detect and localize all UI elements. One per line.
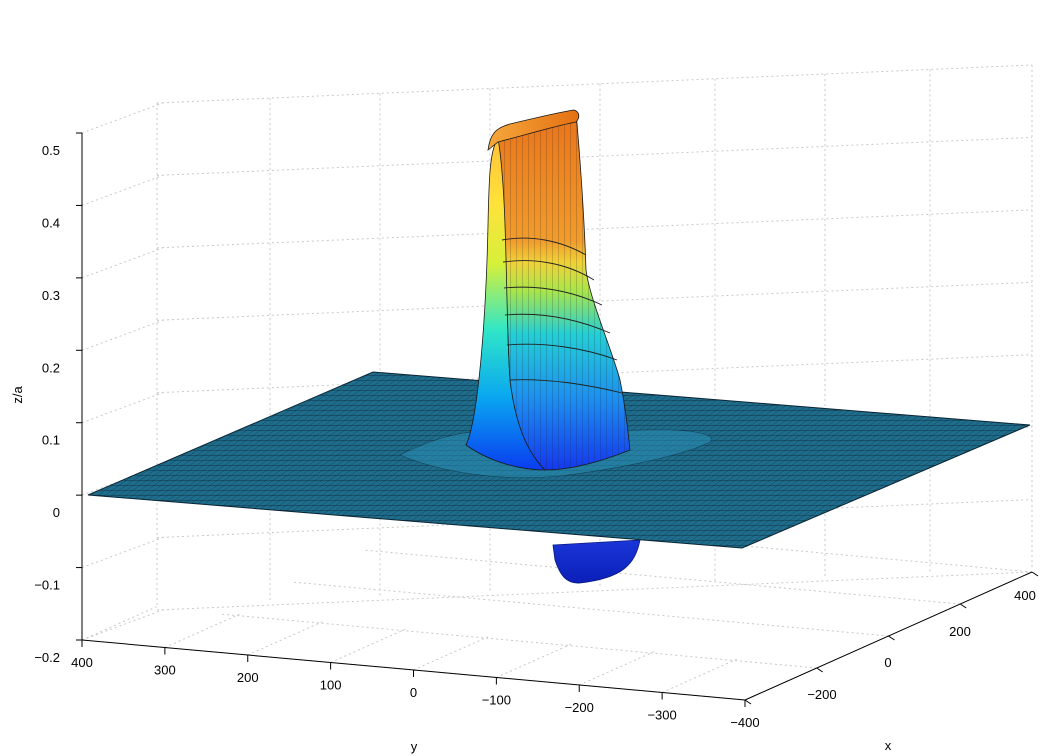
y-axis-label: y bbox=[411, 739, 418, 754]
grid-floor-y-1 bbox=[164, 613, 240, 648]
tick-x-0 bbox=[744, 699, 752, 705]
grid-z-back-3 bbox=[156, 281, 1033, 321]
surface-contours bbox=[501, 237, 623, 394]
y-tick-label-0: 400 bbox=[71, 655, 93, 670]
grid-z-left-0 bbox=[81, 102, 163, 134]
y-tick-label-6: −200 bbox=[565, 700, 594, 715]
z-tick-label-6: −0.1 bbox=[34, 578, 60, 593]
surface-peak-top bbox=[487, 109, 580, 151]
tick-x-3 bbox=[959, 603, 967, 609]
y-tick-label-3: 100 bbox=[320, 678, 342, 693]
grid-z-back-2 bbox=[156, 209, 1033, 249]
grid-z-back-0 bbox=[156, 64, 1033, 104]
z-tick-label-1: 0.4 bbox=[42, 215, 60, 230]
grid-floor-y-2 bbox=[247, 621, 323, 656]
y-tick-label-2: 200 bbox=[237, 670, 259, 685]
y-tick-label-7: −300 bbox=[647, 708, 676, 723]
grid-z-left-2 bbox=[81, 247, 163, 279]
grid-floor-y-3 bbox=[330, 628, 406, 663]
x-axis-label: x bbox=[885, 738, 892, 753]
grid-floor-y-7 bbox=[661, 658, 737, 693]
x-tick-label-3: −200 bbox=[807, 687, 836, 702]
grid-floor-y-4 bbox=[413, 636, 489, 671]
tick-x-4 bbox=[1031, 571, 1039, 577]
x-tick-label-0: 400 bbox=[1014, 588, 1036, 603]
y-tick-label-1: 300 bbox=[154, 663, 176, 678]
x-tick-label-2: 0 bbox=[884, 655, 891, 670]
y-tick-label-8: −400 bbox=[730, 715, 759, 730]
surface-peak-mesh bbox=[498, 112, 630, 470]
surface-trough bbox=[552, 539, 641, 584]
grid-floor-y-6 bbox=[579, 651, 655, 686]
z-tick-label-0: 0.5 bbox=[42, 143, 60, 158]
y-tick-label-5: −100 bbox=[482, 693, 511, 708]
grid-z-back-6 bbox=[156, 499, 1033, 539]
grid-z-left-1 bbox=[81, 174, 163, 206]
z-tick-label-3: 0.2 bbox=[42, 360, 60, 375]
grid-floor-x-1 bbox=[220, 613, 817, 669]
z-tick-label-7: −0.2 bbox=[34, 650, 60, 665]
grid-z-back-4 bbox=[156, 354, 1033, 394]
grid-floor-y-5 bbox=[496, 643, 572, 678]
grid-z-back-7 bbox=[156, 571, 1033, 611]
grid-z-left-4 bbox=[81, 392, 163, 424]
z-tick-label-5: 0 bbox=[53, 505, 60, 520]
grid-z-left-6 bbox=[81, 537, 163, 569]
grid-floor-x-2 bbox=[291, 581, 889, 637]
z-tick-label-4: 0.1 bbox=[42, 433, 60, 448]
grid-floor-x-3 bbox=[363, 549, 961, 605]
grid-floor-y-0 bbox=[81, 606, 157, 641]
grid-z-left-7 bbox=[81, 609, 163, 641]
y-tick-label-4: 0 bbox=[410, 685, 417, 700]
x-tick-label-1: 200 bbox=[949, 624, 971, 639]
z-tick-label-2: 0.3 bbox=[42, 288, 60, 303]
tick-labels: 0.5 0.4 0.3 0.2 0.1 0 −0.1 −0.2 400 300 200 100 0 −10… bbox=[10, 143, 1036, 754]
tick-x-1 bbox=[816, 667, 824, 673]
grid-z-left-3 bbox=[81, 319, 163, 351]
axes bbox=[81, 133, 1033, 701]
tick-x-2 bbox=[888, 635, 895, 641]
z-axis-label: z/a bbox=[10, 386, 25, 404]
grid-z-back-1 bbox=[156, 136, 1033, 176]
